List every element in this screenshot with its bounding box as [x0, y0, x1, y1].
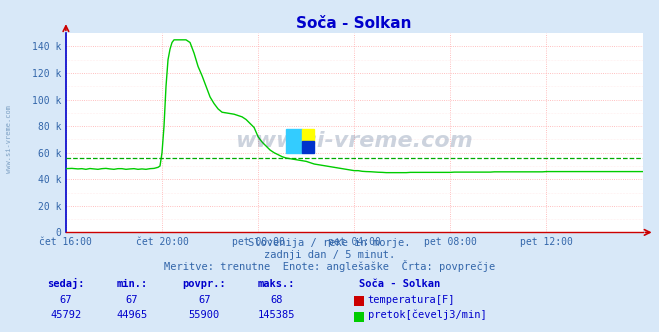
Text: min.:: min.:	[116, 279, 148, 289]
Bar	[286, 129, 302, 153]
Text: zadnji dan / 5 minut.: zadnji dan / 5 minut.	[264, 250, 395, 260]
Text: 145385: 145385	[258, 310, 295, 320]
Text: 67: 67	[126, 295, 138, 305]
Text: 68: 68	[271, 295, 283, 305]
Text: www.si-vreme.com: www.si-vreme.com	[5, 106, 12, 173]
Bar	[302, 141, 314, 153]
Text: pretok[čevelj3/min]: pretok[čevelj3/min]	[368, 309, 486, 320]
Title: Soča - Solkan: Soča - Solkan	[297, 16, 412, 31]
Bar	[302, 129, 314, 141]
Text: temperatura[F]: temperatura[F]	[368, 295, 455, 305]
Text: sedaj:: sedaj:	[47, 278, 84, 289]
Text: 45792: 45792	[50, 310, 82, 320]
Text: Soča - Solkan: Soča - Solkan	[359, 279, 440, 289]
Text: 44965: 44965	[116, 310, 148, 320]
Text: 67: 67	[198, 295, 210, 305]
Text: maks.:: maks.:	[258, 279, 295, 289]
Text: Slovenija / reke in morje.: Slovenija / reke in morje.	[248, 238, 411, 248]
Text: Meritve: trenutne  Enote: anglešaške  Črta: povprečje: Meritve: trenutne Enote: anglešaške Črta…	[164, 260, 495, 272]
Text: 67: 67	[60, 295, 72, 305]
Text: www.si-vreme.com: www.si-vreme.com	[235, 131, 473, 151]
Text: 55900: 55900	[188, 310, 220, 320]
Text: povpr.:: povpr.:	[183, 279, 226, 289]
